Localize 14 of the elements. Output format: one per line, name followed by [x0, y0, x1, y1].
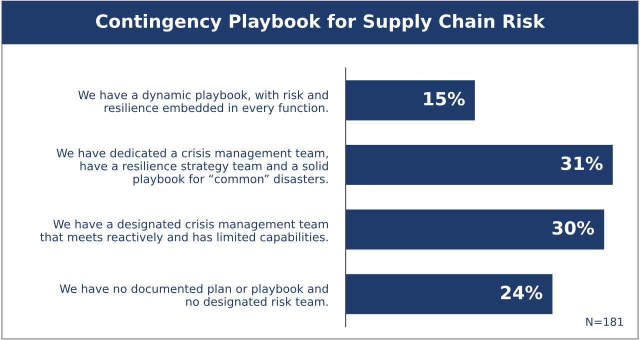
data-label: 30% [552, 221, 594, 235]
data-label: 24% [501, 286, 542, 300]
bar [346, 274, 552, 314]
y-tick-label: We have dedicated a crisis management team, have a resilience strategy team and a solid playbook for “common” disasters. [56, 148, 328, 186]
bar [346, 209, 604, 250]
y-tick-label: We have a dynamic playbook, with risk and resilience embedded in every function. [78, 90, 328, 114]
bar [346, 144, 613, 185]
y-tick-label: We have no documented plan or playbook and no designated risk team. [60, 284, 328, 308]
data-label: 15% [424, 92, 465, 106]
bar [346, 80, 475, 120]
y-tick-label: We have a designated crisis management team that meets reactively and has limited capabilities. [40, 220, 328, 244]
chart-title: Contingency Playbook for Supply Chain Risk [96, 14, 546, 32]
data-label: 31% [561, 156, 603, 170]
annotation: N=181 [586, 318, 623, 326]
